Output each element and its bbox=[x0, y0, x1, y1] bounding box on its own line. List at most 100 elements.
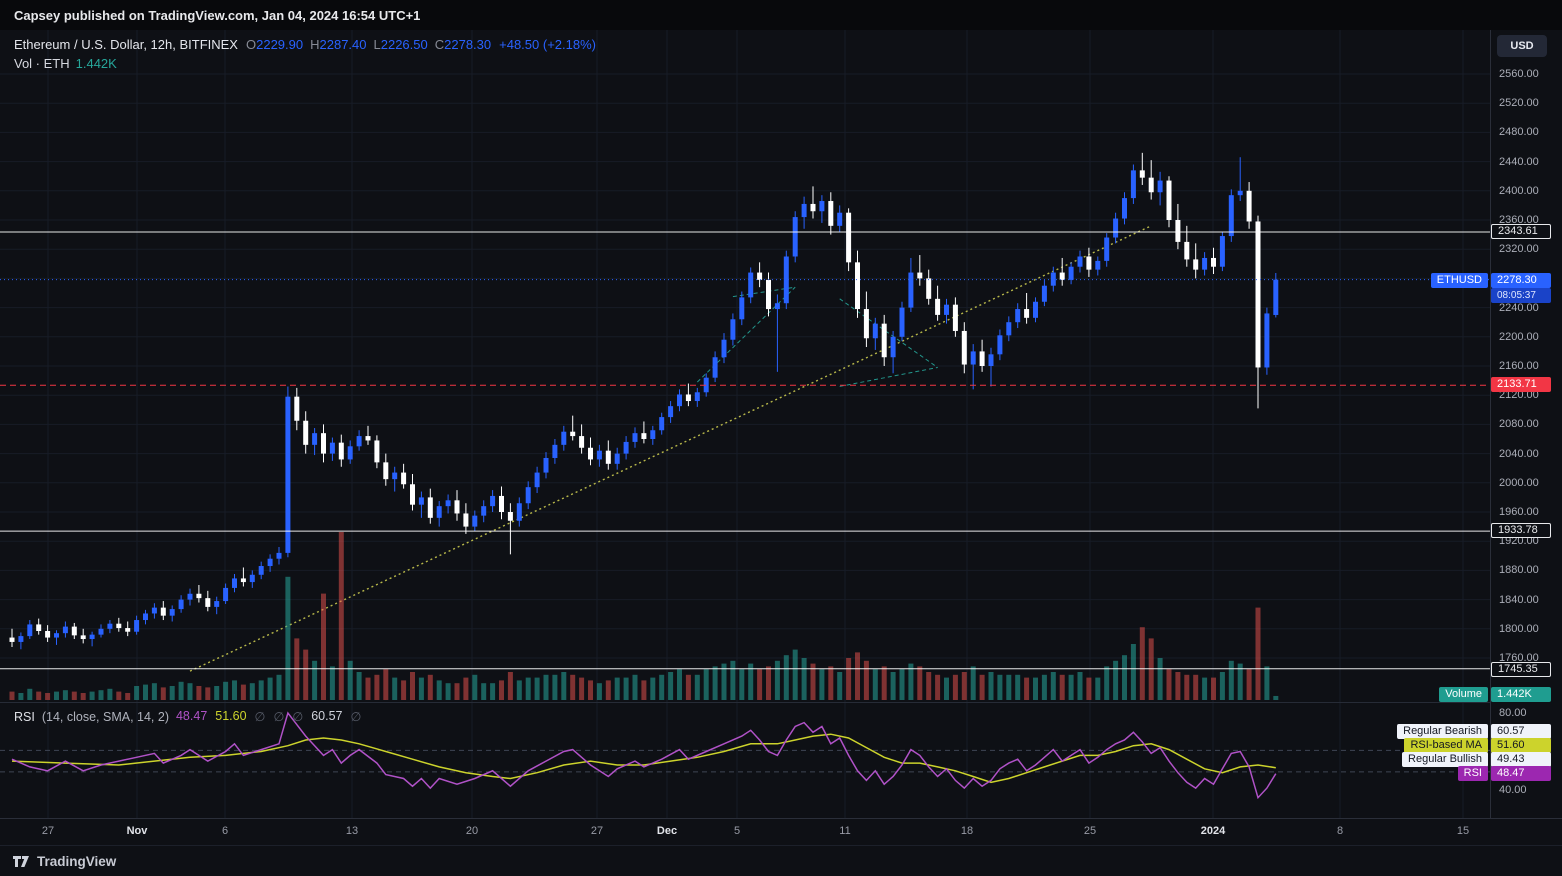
price-tick: 1840.00 bbox=[1499, 593, 1539, 606]
tradingview-brand-link[interactable]: TradingView bbox=[37, 853, 117, 869]
candle bbox=[294, 387, 300, 431]
candle bbox=[481, 500, 487, 523]
attribution-text: Capsey published on TradingView.com, Jan… bbox=[14, 7, 421, 23]
price-tick: 2480.00 bbox=[1499, 126, 1539, 139]
rsi-indicator-title[interactable]: RSI bbox=[14, 709, 35, 724]
candle bbox=[312, 428, 318, 456]
candle bbox=[596, 444, 602, 467]
candle bbox=[819, 195, 825, 223]
candle bbox=[579, 424, 585, 454]
price-tick: 2360.00 bbox=[1499, 214, 1539, 226]
candle bbox=[1157, 171, 1163, 206]
candle bbox=[214, 596, 220, 615]
candle bbox=[383, 453, 389, 486]
candle bbox=[952, 297, 958, 337]
candle bbox=[552, 439, 558, 464]
time-scale[interactable]: 27 Nov 6 13 20 27 Dec 5 11 18 25 2024 8 15 bbox=[0, 818, 1562, 845]
level-label-1933: 1933.78 bbox=[1491, 523, 1551, 538]
grid-lines bbox=[0, 30, 1490, 702]
symbol-title[interactable]: Ethereum / U.S. Dollar, 12h, BITFINEX bbox=[14, 37, 238, 52]
candle bbox=[178, 595, 184, 613]
candle bbox=[356, 430, 362, 451]
candle bbox=[614, 447, 620, 470]
pattern-line bbox=[839, 298, 938, 368]
candle bbox=[223, 583, 229, 604]
candle bbox=[436, 501, 442, 527]
candle bbox=[1228, 189, 1234, 242]
candle bbox=[89, 631, 95, 647]
candle bbox=[1148, 160, 1154, 200]
candle bbox=[1086, 247, 1092, 277]
rsi-ma-line bbox=[11, 733, 1276, 784]
time-tick: 27 bbox=[41, 825, 55, 837]
rsi-tag-name: RSI-based MA bbox=[1404, 738, 1488, 753]
candle bbox=[285, 386, 291, 558]
attribution-bar: Capsey published on TradingView.com, Jan… bbox=[0, 0, 1562, 30]
candle bbox=[650, 425, 656, 445]
candle bbox=[855, 250, 860, 318]
candle bbox=[605, 440, 611, 470]
candle bbox=[1139, 152, 1145, 185]
candle bbox=[303, 411, 309, 454]
ohlc-token: O2229.90 bbox=[245, 37, 304, 52]
candle bbox=[970, 344, 976, 390]
candle bbox=[80, 628, 86, 644]
candle bbox=[1113, 212, 1119, 244]
candle bbox=[979, 339, 985, 372]
time-tick: 18 bbox=[960, 825, 974, 837]
candle bbox=[1095, 256, 1101, 276]
candle bbox=[258, 561, 264, 580]
time-tick: 8 bbox=[1336, 825, 1344, 837]
tradingview-logo-icon[interactable] bbox=[12, 852, 30, 870]
rsi-tag-value: 48.47 bbox=[1491, 766, 1551, 781]
time-tick: Nov bbox=[126, 825, 148, 837]
trendline[interactable] bbox=[189, 225, 1152, 672]
volume-legend-label[interactable]: Vol · ETH bbox=[14, 56, 70, 71]
price-scale[interactable]: 2560.00 2520.00 2480.00 2440.00 2400.00 2360.… bbox=[1490, 30, 1562, 818]
rsi-tick: 80.00 bbox=[1499, 707, 1527, 719]
price-tick: 2520.00 bbox=[1499, 97, 1539, 110]
rsi-legend-value: 48.47 bbox=[175, 709, 208, 723]
rsi-legend-value: ∅ bbox=[292, 710, 304, 724]
candle bbox=[151, 603, 157, 619]
candle bbox=[401, 463, 407, 489]
candle bbox=[249, 570, 255, 588]
candle bbox=[1130, 164, 1136, 204]
rsi-tag-name: Regular Bearish bbox=[1397, 724, 1488, 739]
time-tick: Dec bbox=[656, 825, 678, 837]
price-tick: 1960.00 bbox=[1499, 506, 1539, 518]
candle bbox=[1033, 297, 1038, 323]
candle bbox=[899, 301, 905, 342]
candle bbox=[169, 605, 175, 622]
candle bbox=[748, 267, 754, 304]
pane-separator[interactable] bbox=[0, 702, 1562, 703]
candle bbox=[1166, 176, 1172, 228]
candle bbox=[1015, 303, 1021, 329]
time-tick: 2024 bbox=[1200, 825, 1226, 837]
ohlc-token: L2226.50 bbox=[373, 37, 428, 52]
rsi-legend-value: ∅ bbox=[350, 710, 362, 724]
rsi-tick: 40.00 bbox=[1499, 784, 1527, 796]
change-value: +48.50 (+2.18%) bbox=[499, 37, 596, 52]
candle bbox=[1006, 316, 1012, 342]
price-tick: 2160.00 bbox=[1499, 360, 1539, 372]
price-pane-canvas[interactable] bbox=[0, 30, 1490, 702]
time-tick: 11 bbox=[839, 825, 851, 837]
currency-toggle-button[interactable]: USD bbox=[1497, 35, 1547, 57]
candle bbox=[98, 624, 104, 638]
candle bbox=[18, 632, 24, 650]
price-tick: 2560.00 bbox=[1499, 68, 1539, 80]
candle bbox=[570, 415, 576, 441]
candle bbox=[347, 440, 353, 464]
price-tick: 1760.00 bbox=[1499, 652, 1539, 664]
candle bbox=[730, 313, 736, 346]
level-label-2343: 2343.61 bbox=[1491, 224, 1551, 239]
candle bbox=[472, 510, 478, 531]
rsi-pane-canvas[interactable] bbox=[0, 702, 1490, 818]
last-price-label: 2278.30 bbox=[1491, 273, 1551, 288]
candle bbox=[1068, 262, 1074, 285]
candle bbox=[1184, 225, 1190, 267]
candle bbox=[276, 547, 282, 565]
candle bbox=[1122, 192, 1127, 225]
time-tick: 15 bbox=[1456, 825, 1470, 837]
